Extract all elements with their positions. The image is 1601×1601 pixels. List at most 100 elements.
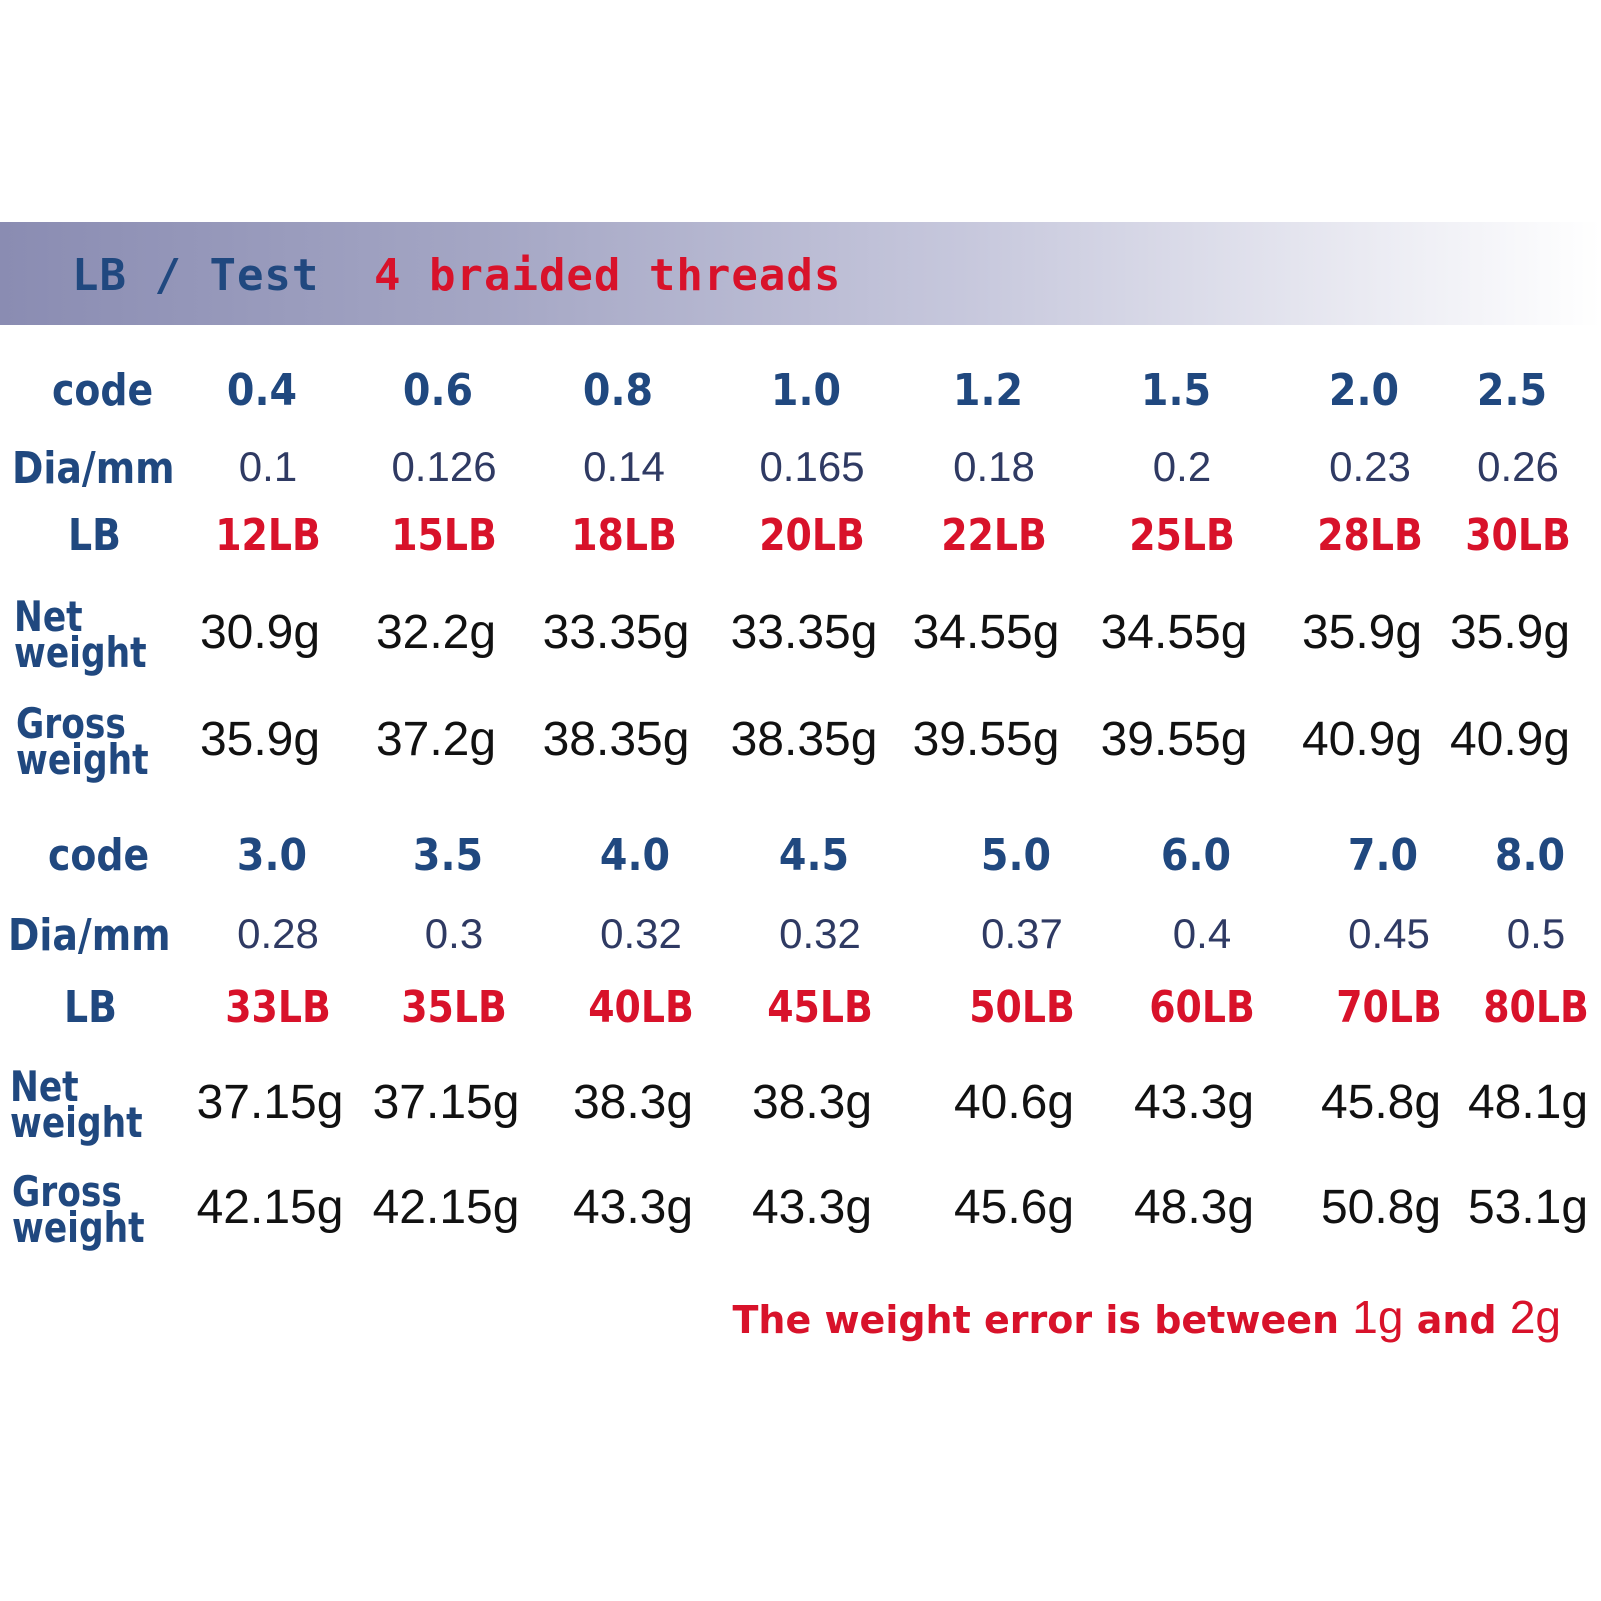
code-cell: 0.8 [582, 365, 654, 416]
diameter-cell: 0.32 [779, 910, 861, 957]
net-weight-cell: 33.35g [730, 606, 878, 659]
diameter-cell: 0.2 [1152, 443, 1212, 490]
header-braided-threads-label: 4 braided threads [374, 250, 842, 301]
gross-weight-cell: 53.1g [1467, 1181, 1589, 1234]
net-weight-cell: 33.35g [542, 606, 690, 659]
code-cell: 1.5 [1140, 365, 1212, 416]
gross-weight-cell: 48.3g [1133, 1181, 1255, 1234]
net-weight-cell: 35.9g [1449, 606, 1571, 659]
code-cell: 0.4 [226, 365, 298, 416]
gross-weight-label-line1: Gross [12, 1167, 122, 1216]
net-weight-cell: 43.3g [1133, 1076, 1255, 1129]
lb-cell: 22LB [941, 510, 1047, 561]
diameter-cell: 0.37 [981, 910, 1063, 957]
gross-weight-cell: 38.35g [730, 713, 878, 766]
header-band [0, 222, 1601, 325]
lb-cell: 15LB [391, 510, 497, 561]
net-weight-label-line1: Net [14, 592, 83, 641]
code-cell: 8.0 [1494, 830, 1566, 881]
gross-weight-cell: 42.15g [372, 1181, 520, 1234]
net-weight-cell: 32.2g [375, 606, 497, 659]
gross-weight-cell: 37.2g [375, 713, 497, 766]
weight-error-and: and [1416, 1298, 1497, 1342]
gross-weight-cell: 35.9g [199, 713, 321, 766]
net-weight-label-line1: Net [10, 1062, 79, 1111]
diameter-cell: 0.45 [1348, 910, 1430, 957]
diameter-cell: 0.23 [1329, 443, 1411, 490]
code-cell: 2.5 [1476, 365, 1548, 416]
weight-error-min: 1g [1352, 1291, 1404, 1343]
gross-weight-cell: 40.9g [1301, 713, 1423, 766]
gross-weight-row-label: Gross weight [12, 1167, 145, 1252]
net-weight-cell: 35.9g [1301, 606, 1423, 659]
gross-weight-cell: 39.55g [912, 713, 1060, 766]
code-cell: 1.2 [952, 365, 1024, 416]
gross-weight-row-label: Gross weight [16, 699, 149, 784]
net-weight-cell: 48.1g [1467, 1076, 1589, 1129]
net-weight-cell: 34.55g [1100, 606, 1248, 659]
lb-cell: 70LB [1336, 982, 1442, 1033]
code-cell: 1.0 [770, 365, 842, 416]
lb-cell: 35LB [401, 982, 507, 1033]
lb-cell: 20LB [759, 510, 865, 561]
diameter-cell: 0.1 [238, 443, 298, 490]
diameter-cell: 0.18 [953, 443, 1035, 490]
gross-weight-cell: 42.15g [196, 1181, 344, 1234]
lb-row-label: LB [64, 982, 117, 1033]
lb-cell: 30LB [1465, 510, 1571, 561]
net-weight-label-line2: weight [10, 1098, 143, 1147]
diameter-cell: 0.3 [424, 910, 484, 957]
gross-weight-cell: 50.8g [1320, 1181, 1442, 1234]
gross-weight-label-line1: Gross [16, 699, 126, 748]
net-weight-label-line2: weight [14, 628, 147, 677]
net-weight-cell: 45.8g [1320, 1076, 1442, 1129]
diameter-cell: 0.165 [759, 443, 865, 490]
diameter-cell: 0.26 [1477, 443, 1559, 490]
lb-cell: 28LB [1317, 510, 1423, 561]
lb-cell: 60LB [1149, 982, 1255, 1033]
net-weight-cell: 37.15g [372, 1076, 520, 1129]
weight-error-max: 2g [1509, 1291, 1561, 1343]
diameter-cell: 0.4 [1172, 910, 1232, 957]
code-cell: 2.0 [1328, 365, 1400, 416]
code-cell: 7.0 [1347, 830, 1419, 881]
gross-weight-cell: 45.6g [953, 1181, 1075, 1234]
diameter-cell: 0.5 [1506, 910, 1566, 957]
weight-error-note: The weight error is between 1g and 2g [732, 1290, 1561, 1344]
net-weight-cell: 40.6g [953, 1076, 1075, 1129]
net-weight-cell: 38.3g [751, 1076, 873, 1129]
gross-weight-cell: 43.3g [751, 1181, 873, 1234]
lb-cell: 18LB [571, 510, 677, 561]
lb-cell: 50LB [969, 982, 1075, 1033]
lb-cell: 25LB [1129, 510, 1235, 561]
code-cell: 4.5 [778, 830, 850, 881]
code-row-label: code [48, 830, 150, 881]
lb-row-label: LB [68, 510, 121, 561]
net-weight-cell: 38.3g [572, 1076, 694, 1129]
lb-cell: 80LB [1483, 982, 1589, 1033]
code-row-label: code [52, 365, 154, 416]
dia-row-label: Dia/mm [8, 910, 171, 961]
code-cell: 3.5 [412, 830, 484, 881]
gross-weight-cell: 39.55g [1100, 713, 1248, 766]
gross-weight-label-line2: weight [16, 735, 149, 784]
lb-cell: 45LB [767, 982, 873, 1033]
net-weight-cell: 37.15g [196, 1076, 344, 1129]
gross-weight-label-line2: weight [12, 1203, 145, 1252]
diameter-cell: 0.28 [237, 910, 319, 957]
net-weight-row-label: Net weight [14, 592, 147, 677]
weight-error-text: The weight error is between [732, 1298, 1340, 1342]
net-weight-cell: 34.55g [912, 606, 1060, 659]
diameter-cell: 0.32 [600, 910, 682, 957]
code-cell: 0.6 [402, 365, 474, 416]
gross-weight-cell: 40.9g [1449, 713, 1571, 766]
net-weight-row-label: Net weight [10, 1062, 143, 1147]
dia-row-label: Dia/mm [12, 443, 175, 494]
code-cell: 3.0 [236, 830, 308, 881]
diameter-cell: 0.14 [583, 443, 665, 490]
net-weight-cell: 30.9g [199, 606, 321, 659]
lb-cell: 40LB [588, 982, 694, 1033]
lb-cell: 12LB [215, 510, 321, 561]
gross-weight-cell: 38.35g [542, 713, 690, 766]
code-cell: 4.0 [599, 830, 671, 881]
